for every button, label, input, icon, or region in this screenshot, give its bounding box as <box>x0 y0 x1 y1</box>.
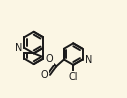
Text: N: N <box>15 43 22 53</box>
Text: Cl: Cl <box>68 72 78 82</box>
Text: O: O <box>40 70 48 80</box>
Text: O: O <box>45 54 53 64</box>
Text: N: N <box>85 54 92 64</box>
